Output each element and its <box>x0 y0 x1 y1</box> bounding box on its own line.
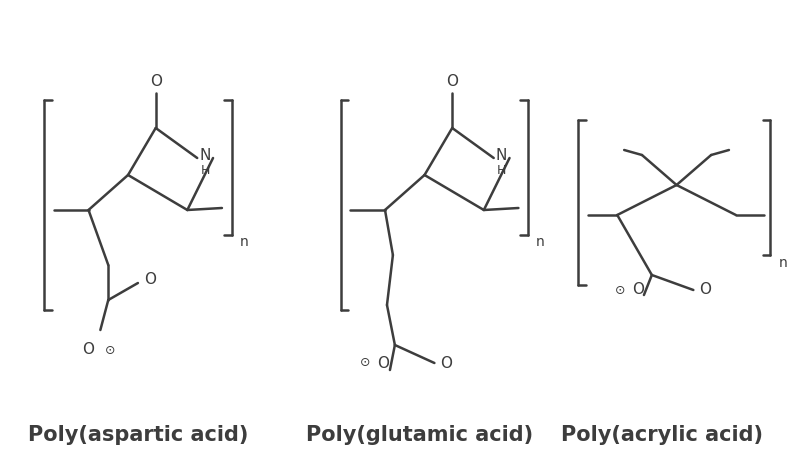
Text: O: O <box>446 73 458 89</box>
Text: ⊙: ⊙ <box>615 284 625 297</box>
Text: H: H <box>200 163 210 177</box>
Text: N: N <box>496 148 507 162</box>
Text: Poly(aspartic acid): Poly(aspartic acid) <box>27 425 248 445</box>
Text: O: O <box>82 343 95 357</box>
Text: N: N <box>200 148 211 162</box>
Text: n: n <box>779 256 788 270</box>
Text: H: H <box>497 163 507 177</box>
Text: Poly(glutamic acid): Poly(glutamic acid) <box>306 425 533 445</box>
Text: ⊙: ⊙ <box>360 357 371 369</box>
Text: O: O <box>149 73 162 89</box>
Text: n: n <box>536 235 545 249</box>
Text: O: O <box>699 282 711 298</box>
Text: Poly(acrylic acid): Poly(acrylic acid) <box>561 425 763 445</box>
Text: O: O <box>377 356 389 370</box>
Text: O: O <box>440 356 452 370</box>
Text: n: n <box>239 235 248 249</box>
Text: O: O <box>144 272 156 288</box>
Text: ⊙: ⊙ <box>105 344 116 357</box>
Text: O: O <box>632 282 644 298</box>
